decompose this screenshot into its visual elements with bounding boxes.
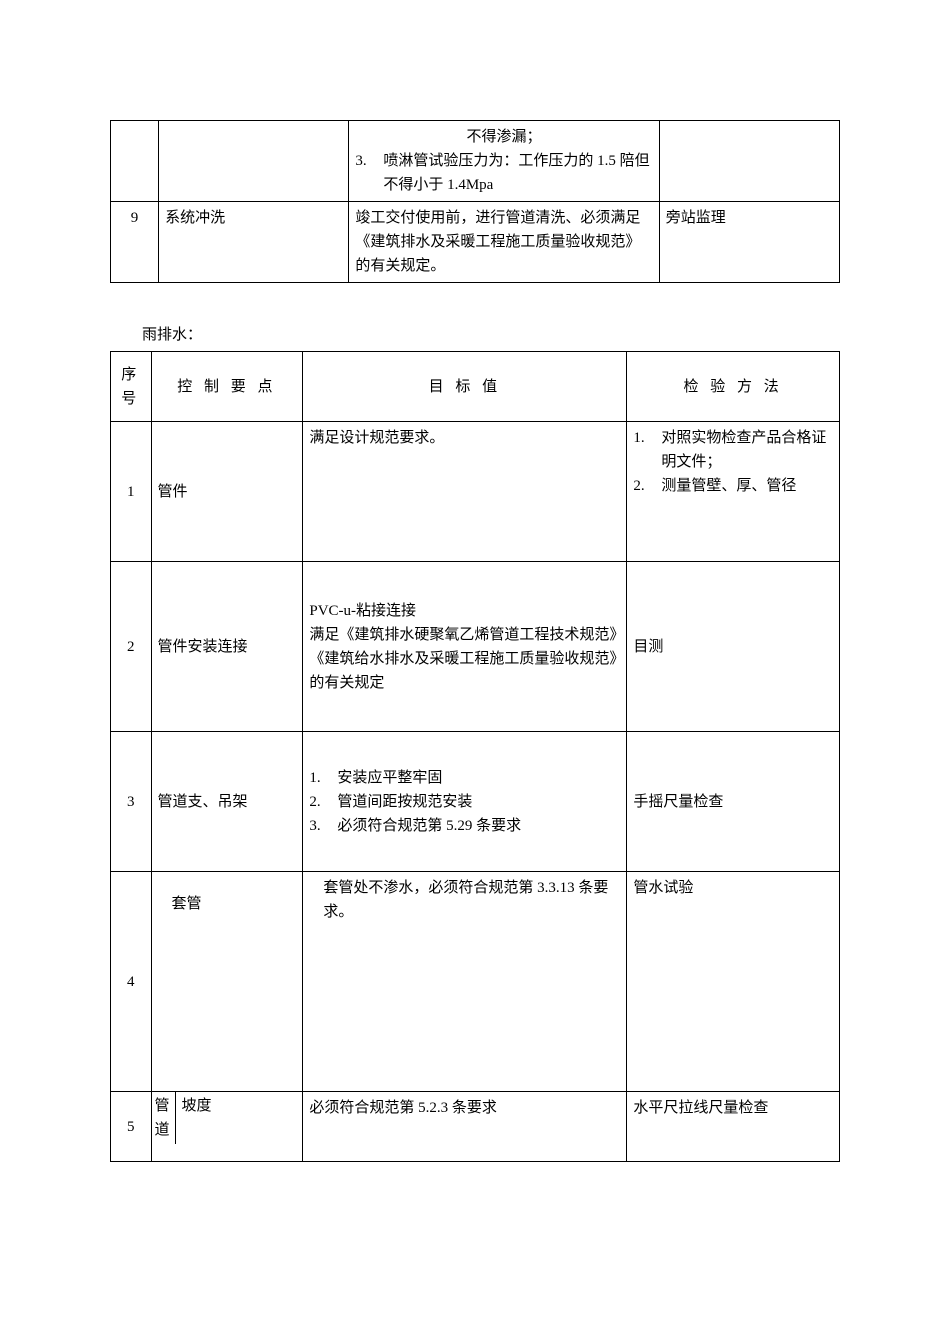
r3-t-item2-text: 管道间距按规范安装 [337,790,620,814]
cell-ctrl-9: 系统冲洗 [159,202,349,283]
cell-method-partial [659,121,839,202]
cell-num-partial [111,121,159,202]
table-top: 不得渗漏； 3. 喷淋管试验压力为：工作压力的 1.5 陪但不得小于 1.4Mp… [110,120,840,283]
cell-method-3: 手摇尺量检查 [627,732,840,872]
sub-slope: 坡度 [176,1092,303,1144]
cell-method-2: 目测 [627,562,840,732]
table-row-9: 9 系统冲洗 竣工交付使用前，进行管道清洗、必须满足《建筑排水及采暖工程施工质量… [111,202,840,283]
table-header-row: 序号 控 制 要 点 目 标 值 检 验 方 法 [111,352,840,422]
cell-num-4: 4 [111,872,152,1092]
header-target: 目 标 值 [303,352,627,422]
section-title: 雨排水： [110,323,840,347]
table-row-5: 5 管道 坡度 必须符合规范第 5.2.3 条要求 水平尺拉线尺量检查 [111,1092,840,1162]
partial-line1: 不得渗漏； [467,129,542,145]
cell-num-3: 3 [111,732,152,872]
r1-m-item2-text: 测量管壁、厚、管径 [661,474,833,498]
r3-t-item2-num: 2. [309,790,337,814]
table-rainwater: 序号 控 制 要 点 目 标 值 检 验 方 法 1 管件 满足设计规范要求。 … [110,351,840,1162]
cell-num-1: 1 [111,422,152,562]
cell-num-9: 9 [111,202,159,283]
cell-target-4: 套管处不渗水，必须符合规范第 3.3.13 条要求。 [303,872,627,1092]
cell-method-9: 旁站监理 [659,202,839,283]
header-method: 检 验 方 法 [627,352,840,422]
cell-method-4: 管水试验 [627,872,840,1092]
table-row-3: 3 管道支、吊架 1. 安装应平整牢固 2. 管道间距按规范安装 3. 必须符合… [111,732,840,872]
cell-target-1: 满足设计规范要求。 [303,422,627,562]
cell-method-5: 水平尺拉线尺量检查 [627,1092,840,1162]
table-row-partial: 不得渗漏； 3. 喷淋管试验压力为：工作压力的 1.5 陪但不得小于 1.4Mp… [111,121,840,202]
partial-item3-text: 喷淋管试验压力为：工作压力的 1.5 陪但不得小于 1.4Mpa [383,149,652,197]
cell-target-3: 1. 安装应平整牢固 2. 管道间距按规范安装 3. 必须符合规范第 5.29 … [303,732,627,872]
r3-t-item3-text: 必须符合规范第 5.29 条要求 [337,814,620,838]
r1-m-item1-num: 1. [633,426,661,474]
cell-target-partial: 不得渗漏； 3. 喷淋管试验压力为：工作压力的 1.5 陪但不得小于 1.4Mp… [349,121,659,202]
cell-ctrl-3: 管道支、吊架 [151,732,303,872]
r1-m-item2-num: 2. [633,474,661,498]
cell-num-5: 5 [111,1092,152,1162]
cell-ctrl-5: 管道 坡度 [151,1092,303,1162]
r1-m-item1-text: 对照实物检查产品合格证明文件； [661,426,833,474]
table-row-2: 2 管件安装连接 PVC-u-粘接连接 满足《建筑排水硬聚氧乙烯管道工程技术规范… [111,562,840,732]
sub-pipe: 管道 [152,1092,176,1144]
cell-target-9: 竣工交付使用前，进行管道清洗、必须满足《建筑排水及采暖工程施工质量验收规范》的有… [349,202,659,283]
r3-t-item1-num: 1. [309,766,337,790]
header-ctrl: 控 制 要 点 [151,352,303,422]
r3-t-item1-text: 安装应平整牢固 [337,766,620,790]
cell-target-2: PVC-u-粘接连接 满足《建筑排水硬聚氧乙烯管道工程技术规范》《建筑给水排水及… [303,562,627,732]
cell-target-5: 必须符合规范第 5.2.3 条要求 [303,1092,627,1162]
table-row-4: 4 套管 套管处不渗水，必须符合规范第 3.3.13 条要求。 管水试验 [111,872,840,1092]
cell-ctrl-4: 套管 [151,872,303,1092]
cell-ctrl-partial [159,121,349,202]
cell-num-2: 2 [111,562,152,732]
partial-item3-num: 3. [355,149,383,197]
header-num: 序号 [111,352,152,422]
table-row-1: 1 管件 满足设计规范要求。 1. 对照实物检查产品合格证明文件； 2. 测量管… [111,422,840,562]
cell-ctrl-2: 管件安装连接 [151,562,303,732]
cell-ctrl-1: 管件 [151,422,303,562]
r3-t-item3-num: 3. [309,814,337,838]
cell-method-1: 1. 对照实物检查产品合格证明文件； 2. 测量管壁、厚、管径 [627,422,840,562]
